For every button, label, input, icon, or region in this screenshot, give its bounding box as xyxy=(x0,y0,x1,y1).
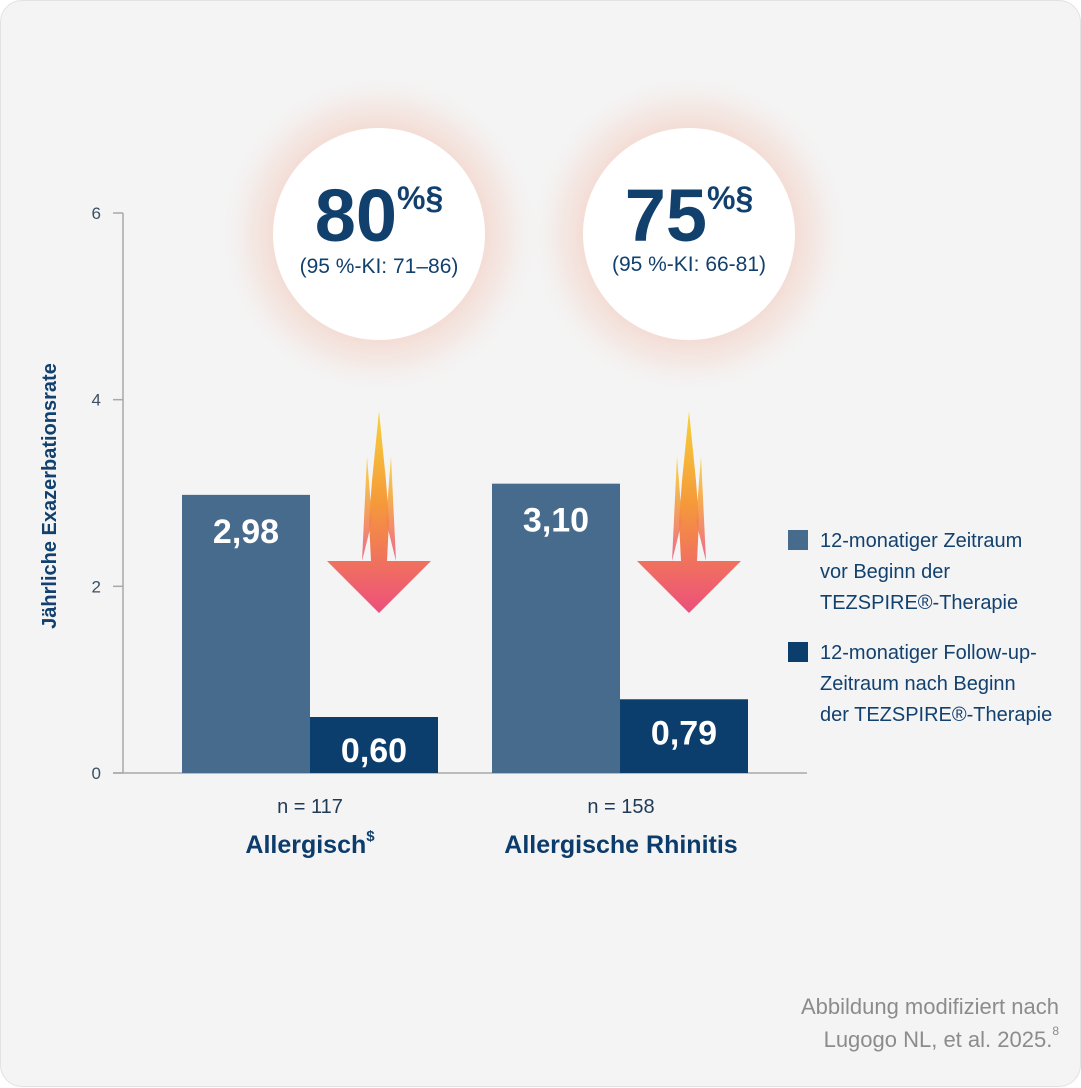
legend-label-before-line3: TEZSPIRE®-Therapie xyxy=(820,592,1018,614)
category-n-label: n = 117 xyxy=(277,796,343,818)
legend-swatch-after xyxy=(788,642,808,662)
bar-value-label: 0,79 xyxy=(651,714,717,752)
y-axis-ticks: 0 2 4 6 xyxy=(92,204,123,783)
bar-value-label: 2,98 xyxy=(213,513,279,551)
reduction-value-text: 80%§ xyxy=(315,174,444,257)
reduction-bubble-2: 75%§ (95 %-KI: 66-81) xyxy=(527,72,851,396)
category-label: Allergische Rhinitis xyxy=(504,831,737,859)
legend-label-after-line2: Zeitraum nach Beginn xyxy=(820,673,1016,695)
bar-value-label: 0,60 xyxy=(341,732,407,770)
bubble-circle xyxy=(583,128,795,340)
bars: 2,98 0,60 3,10 0,79 xyxy=(182,483,748,773)
source-note-line1: Abbildung modifiziert nach xyxy=(801,994,1059,1019)
y-tick-label: 0 xyxy=(92,764,101,783)
down-arrow-icon xyxy=(327,411,431,613)
down-arrow-icon xyxy=(637,411,741,613)
y-axis-label: Jährliche Exazerbationsrate xyxy=(39,363,61,629)
legend-label-before-line2: vor Beginn der xyxy=(820,561,950,583)
bar-before-allergisch xyxy=(182,494,310,773)
reduction-bubble-1: 80%§ (95 %-KI: 71–86) xyxy=(217,72,541,396)
category-n-label: n = 158 xyxy=(587,796,654,818)
bubble-circle xyxy=(273,128,485,340)
legend-label-before-line1: 12-monatiger Zeitraum xyxy=(820,530,1022,552)
y-tick-label: 6 xyxy=(92,204,101,223)
bar-after-rhinitis xyxy=(620,699,748,773)
bar-before-rhinitis xyxy=(492,483,620,773)
legend-label-after-line3: der TEZSPIRE®-Therapie xyxy=(820,704,1052,726)
bar-value-label: 3,10 xyxy=(523,502,589,540)
legend-label-after-line1: 12-monatiger Follow-up- xyxy=(820,642,1037,664)
legend: 12-monatiger Zeitraum vor Beginn der TEZ… xyxy=(788,530,1052,726)
reduction-value-text: 75%§ xyxy=(625,174,754,257)
confidence-interval: (95 %-KI: 71–86) xyxy=(300,255,459,278)
legend-swatch-before xyxy=(788,530,808,550)
bar-after-allergisch xyxy=(310,717,438,773)
y-tick-label: 2 xyxy=(92,577,101,596)
source-note-line2: Lugogo NL, et al. 2025.8 xyxy=(824,1024,1060,1052)
y-tick-label: 4 xyxy=(92,391,101,410)
category-label: Allergisch$ xyxy=(245,828,375,859)
confidence-interval: (95 %-KI: 66-81) xyxy=(612,253,766,276)
